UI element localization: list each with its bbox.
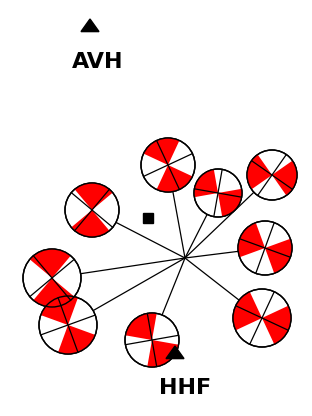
Circle shape xyxy=(125,313,179,367)
Wedge shape xyxy=(265,239,292,273)
Wedge shape xyxy=(58,325,95,354)
Wedge shape xyxy=(194,169,218,197)
Circle shape xyxy=(194,169,242,217)
Wedge shape xyxy=(33,278,74,307)
Wedge shape xyxy=(71,210,109,237)
Wedge shape xyxy=(125,313,157,340)
Wedge shape xyxy=(262,306,291,344)
Circle shape xyxy=(247,150,297,200)
Polygon shape xyxy=(81,19,99,32)
Polygon shape xyxy=(166,346,184,359)
Text: AVH: AVH xyxy=(72,52,124,72)
Wedge shape xyxy=(41,296,78,325)
Wedge shape xyxy=(144,138,179,165)
Wedge shape xyxy=(147,340,178,367)
Wedge shape xyxy=(238,223,265,257)
Circle shape xyxy=(39,296,97,354)
Circle shape xyxy=(65,183,119,237)
Wedge shape xyxy=(30,249,71,278)
Circle shape xyxy=(238,221,292,275)
Wedge shape xyxy=(272,161,297,196)
Wedge shape xyxy=(233,292,262,330)
Wedge shape xyxy=(157,165,193,192)
Circle shape xyxy=(233,289,291,347)
Wedge shape xyxy=(218,189,242,217)
Circle shape xyxy=(141,138,195,192)
Wedge shape xyxy=(247,154,272,189)
Wedge shape xyxy=(75,183,113,210)
Bar xyxy=(143,213,153,223)
Text: HHF: HHF xyxy=(159,378,211,398)
Circle shape xyxy=(23,249,81,307)
